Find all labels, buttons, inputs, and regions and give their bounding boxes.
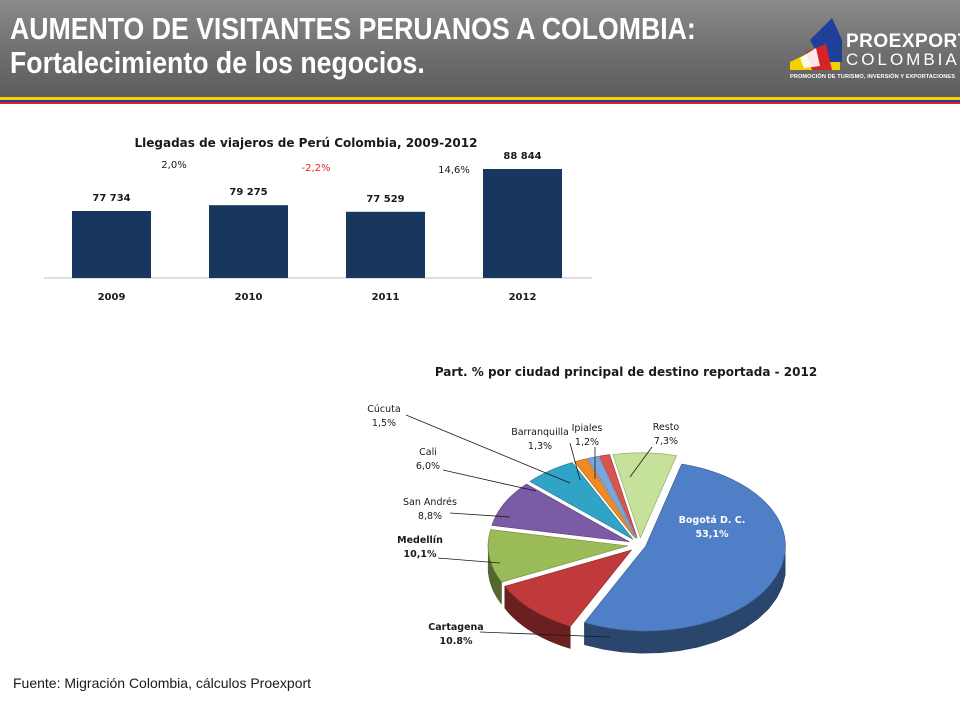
pie-label-name: Bogotá D. C. — [679, 515, 746, 526]
pie-label-name: San Andrés — [403, 497, 457, 508]
growth-label: -2,2% — [301, 163, 330, 174]
header-stripe-red — [0, 102, 960, 104]
x-tick-label: 2011 — [372, 292, 400, 303]
x-tick-label: 2012 — [509, 292, 537, 303]
pie-slice-cali — [529, 462, 634, 540]
header-stripe-yellow — [0, 97, 960, 100]
pie-label-name: Medellín — [397, 535, 443, 546]
page-title-line1: AUMENTO DE VISITANTES PERUANOS A COLOMBI… — [10, 11, 696, 46]
pie-label-value: 10,1% — [404, 549, 437, 560]
bar-value-label: 77 529 — [366, 194, 404, 205]
logo-tagline: PROMOCIÓN DE TURISMO, INVERSIÓN Y EXPORT… — [790, 74, 956, 80]
pie-label-value: 1,5% — [372, 418, 396, 429]
bar-value-label: 79 275 — [229, 187, 267, 198]
pie-label-value: 7,3% — [654, 436, 678, 447]
bar-chart-title: Llegadas de viajeros de Perú Colombia, 2… — [135, 136, 478, 150]
pie-label-name: Barranquilla — [511, 427, 569, 438]
pie-leader-line — [442, 469, 537, 492]
pie-leader-line — [569, 442, 581, 481]
pie-slice-resto — [612, 452, 677, 539]
header-banner — [0, 0, 960, 100]
pie-leader-line — [449, 512, 511, 518]
pie-label-name: Cúcuta — [367, 404, 400, 415]
pie-slice-ipiales — [599, 454, 638, 539]
pie-slice-bogot-d-c- — [583, 463, 786, 632]
pie-label-value: 1,3% — [528, 441, 552, 452]
page-title: AUMENTO DE VISITANTES PERUANOS A COLOMBI… — [10, 12, 696, 80]
pie-slice-barranquilla — [587, 455, 637, 539]
pie-slice-c-cuta — [574, 458, 636, 539]
bar-value-label: 88 844 — [503, 151, 541, 162]
bar-2011 — [346, 211, 425, 278]
bar-2009 — [72, 211, 151, 278]
bar-2012 — [483, 169, 562, 278]
pie-slice-san-andr-s — [491, 483, 630, 543]
bar-chart: Llegadas de viajeros de Perú Colombia, 2… — [44, 136, 592, 303]
page-title-line2: Fortalecimiento de los negocios. — [10, 45, 425, 80]
pie-label-value: 53,1% — [696, 529, 729, 540]
pie-label-value: 8,8% — [418, 511, 442, 522]
pie-label-name: Cartagena — [428, 622, 483, 633]
x-tick-label: 2010 — [235, 292, 263, 303]
pie-leader-line — [479, 631, 611, 638]
source-note: Fuente: Migración Colombia, cálculos Pro… — [13, 675, 312, 691]
growth-label: 14,6% — [438, 165, 470, 176]
pie-label-name: Resto — [653, 422, 680, 433]
pie-label-value: 6,0% — [416, 461, 440, 472]
pie-label-name: Cali — [419, 447, 437, 458]
logo-emblem-white — [800, 48, 820, 68]
pie-chart-title: Part. % por ciudad principal de destino … — [435, 365, 817, 379]
header-stripe-blue — [0, 100, 960, 102]
growth-label: 2,0% — [161, 160, 186, 171]
pie-leader-line — [437, 557, 501, 564]
pie-slice-medell-n — [487, 529, 629, 583]
proexport-logo — [790, 18, 842, 70]
bar-2010 — [209, 205, 288, 278]
pie-leader-line — [405, 414, 571, 484]
pie-leader-line — [629, 446, 653, 478]
logo-country: COLOMBIA — [846, 50, 960, 69]
pie-chart: Part. % por ciudad principal de destino … — [367, 365, 817, 654]
pie-label-value: 1,2% — [575, 437, 599, 448]
pie-label-name: Ipiales — [572, 423, 603, 434]
bar-value-label: 77 734 — [92, 193, 130, 204]
x-tick-label: 2009 — [98, 292, 126, 303]
pie-slice-cartagena — [504, 549, 633, 627]
pie-label-value: 10.8% — [440, 636, 473, 647]
logo-name: PROEXPORT — [846, 31, 960, 52]
